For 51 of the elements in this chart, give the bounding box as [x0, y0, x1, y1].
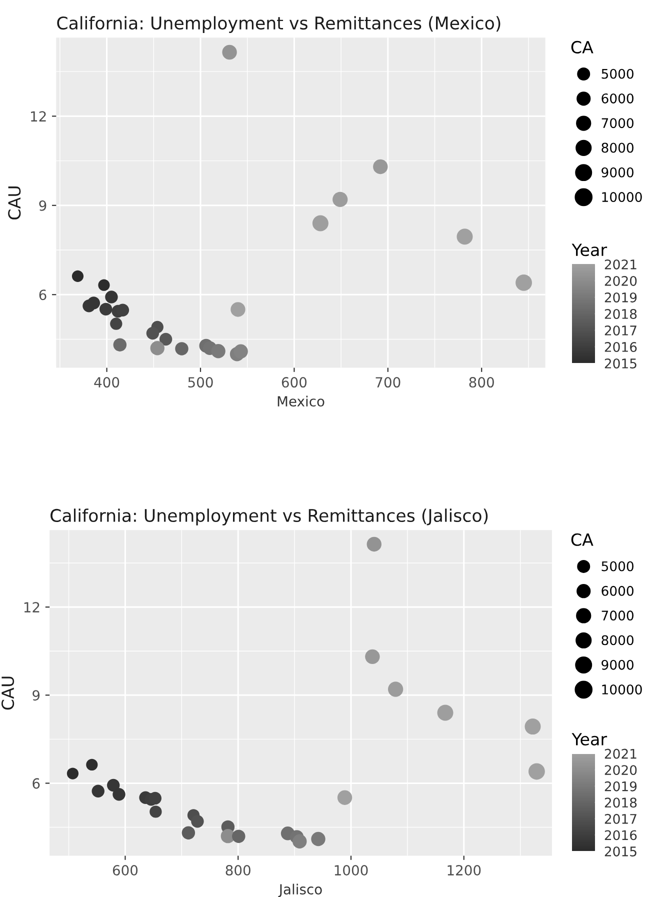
legend-label: 10000: [602, 192, 642, 202]
chart-title: California: Unemployment vs Remittances (Mexico): [57, 16, 500, 33]
x-axis-title: Mexico: [278, 396, 324, 407]
x-axis-title: Jalisco: [278, 884, 322, 897]
legend-label: 6000: [602, 586, 634, 596]
color-bar-label: 2015: [604, 358, 636, 368]
color-bar-title: Year: [572, 733, 608, 746]
x-tick-label: 500: [188, 377, 213, 388]
color-bar-label: 2021: [604, 259, 636, 270]
y-tick-label: 6: [32, 778, 40, 789]
y-tick-label: 9: [32, 690, 40, 701]
legend-label: 5000: [602, 561, 634, 572]
x-tick-label: 400: [94, 377, 120, 388]
legend-label: 9000: [602, 167, 634, 178]
legend-label: 7000: [602, 610, 634, 621]
color-bar-label: 2019: [604, 292, 637, 302]
legend-label: 9000: [602, 660, 634, 670]
x-tick-label: 1000: [334, 865, 368, 876]
y-tick-label: 12: [31, 111, 46, 122]
color-bar-title: Year: [572, 244, 608, 256]
legend-label: 7000: [602, 118, 634, 128]
legend-label: 5000: [602, 68, 634, 79]
y-axis-title: CAU: [1, 676, 14, 710]
legend-label: 6000: [602, 93, 634, 104]
y-tick-label: 9: [39, 200, 46, 211]
color-bar-label: 2020: [604, 765, 637, 776]
color-bar-label: 2018: [604, 798, 637, 808]
legend-title: CA: [571, 533, 594, 546]
x-tick-label: 800: [226, 865, 250, 876]
color-bar-label: 2021: [604, 748, 636, 759]
color-bar-label: 2017: [604, 325, 636, 336]
color-bar-label: 2016: [604, 830, 637, 840]
x-tick-label: 600: [112, 865, 138, 876]
y-tick-label: 12: [24, 602, 40, 612]
x-tick-label: 800: [469, 377, 494, 388]
color-bar-label: 2016: [604, 342, 637, 352]
legend-label: 10000: [602, 684, 642, 694]
x-tick-label: 1200: [448, 865, 481, 876]
y-axis-title: CAU: [8, 186, 21, 220]
color-bar-label: 2017: [604, 814, 636, 824]
x-tick-label: 700: [376, 377, 400, 388]
color-bar-label: 2018: [604, 308, 637, 319]
y-tick-label: 6: [39, 290, 46, 300]
chart-title: California: Unemployment vs Remittances (Jalisco): [50, 508, 488, 526]
x-tick-label: 600: [282, 377, 307, 388]
color-bar-label: 2019: [604, 781, 637, 792]
legend-label: 8000: [602, 635, 634, 646]
legend-label: 8000: [602, 142, 634, 153]
legend-title: CA: [571, 40, 594, 54]
color-bar-label: 2020: [604, 276, 637, 286]
color-bar-label: 2015: [604, 846, 636, 856]
